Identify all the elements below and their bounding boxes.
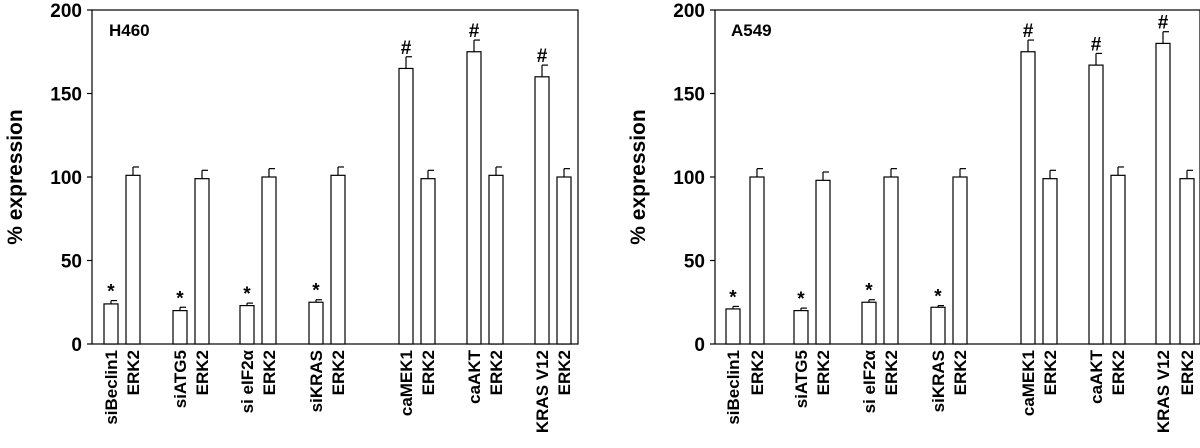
significance-mark: * xyxy=(865,281,873,302)
bar xyxy=(1088,64,1104,345)
x-tick-label: caMEK1 xyxy=(1019,350,1038,416)
bar xyxy=(308,301,324,345)
significance-mark: * xyxy=(729,287,737,308)
bar xyxy=(556,176,572,345)
y-tick-label: 100 xyxy=(673,168,705,189)
significance-mark: * xyxy=(107,282,115,303)
y-tick-label: 200 xyxy=(673,1,705,22)
bar xyxy=(398,67,414,345)
significance-mark: # xyxy=(469,21,480,42)
significance-mark: # xyxy=(1091,34,1102,55)
x-tick-label: siBeclin1 xyxy=(724,350,743,425)
bar xyxy=(930,306,946,345)
x-tick-label: si eIF2α xyxy=(238,349,257,413)
x-tick-label: siKRAS xyxy=(307,350,326,412)
x-tick-label: ERK2 xyxy=(555,350,574,395)
bar xyxy=(125,174,141,345)
x-tick-label: KRAS V12 xyxy=(1154,350,1173,433)
x-tick-label: caAKT xyxy=(465,349,484,403)
bar xyxy=(1179,178,1195,345)
x-tick-label: ERK2 xyxy=(124,350,143,395)
significance-mark: # xyxy=(401,38,412,59)
x-tick-label: ERK2 xyxy=(951,350,970,395)
bar xyxy=(952,176,968,345)
y-tick-label: 0 xyxy=(71,335,82,356)
bar xyxy=(261,176,277,345)
y-tick-label: 50 xyxy=(684,252,705,273)
bar xyxy=(749,176,765,345)
significance-mark: # xyxy=(537,46,548,67)
x-tick-label: ERK2 xyxy=(814,350,833,395)
x-tick-label: siBeclin1 xyxy=(102,350,121,425)
y-tick-label: 0 xyxy=(694,335,705,356)
significance-mark: * xyxy=(243,284,251,305)
x-tick-label: ERK2 xyxy=(1178,350,1197,395)
y-axis-label: % expression xyxy=(4,109,27,244)
significance-mark: * xyxy=(934,287,942,308)
significance-mark: * xyxy=(797,289,805,310)
x-tick-label: caAKT xyxy=(1087,349,1106,403)
x-tick-label: ERK2 xyxy=(419,350,438,395)
bar xyxy=(725,308,741,345)
panel-label: A549 xyxy=(731,21,772,40)
chart-panel-2: 0 50 100 150 200 % expression A549 * siBeclin1 ER… xyxy=(627,1,1200,433)
bar xyxy=(466,51,482,345)
bar xyxy=(103,303,119,345)
significance-mark: # xyxy=(1023,21,1034,42)
bar xyxy=(793,310,809,345)
significance-mark: * xyxy=(312,281,320,302)
x-tick-label: si eIF2α xyxy=(860,349,879,413)
x-tick-label: siATG5 xyxy=(171,350,190,408)
bar xyxy=(815,179,831,345)
bar xyxy=(1110,174,1126,345)
x-tick-label: caMEK1 xyxy=(397,350,416,416)
x-tick-label: ERK2 xyxy=(882,350,901,395)
x-tick-label: ERK2 xyxy=(487,350,506,395)
x-tick-label: KRAS V12 xyxy=(533,350,552,433)
x-tick-label: ERK2 xyxy=(260,350,279,395)
bar xyxy=(488,174,504,345)
significance-mark: * xyxy=(176,288,184,309)
y-tick-label: 150 xyxy=(50,85,82,106)
y-tick-label: 100 xyxy=(50,168,82,189)
x-tick-label: siATG5 xyxy=(792,350,811,408)
bar xyxy=(172,310,188,345)
bar xyxy=(861,301,877,345)
y-axis-label: % expression xyxy=(627,109,650,244)
x-tick-label: ERK2 xyxy=(748,350,767,395)
x-tick-label: siKRAS xyxy=(929,350,948,412)
y-tick-label: 200 xyxy=(50,1,82,22)
x-tick-label: ERK2 xyxy=(193,350,212,395)
bar xyxy=(534,76,550,345)
bar xyxy=(420,178,436,345)
x-tick-label: ERK2 xyxy=(1109,350,1128,395)
x-tick-label: ERK2 xyxy=(1041,350,1060,395)
x-tick-label: ERK2 xyxy=(329,350,348,395)
bar xyxy=(1042,178,1058,345)
bar xyxy=(883,176,899,345)
significance-mark: # xyxy=(1158,13,1169,34)
panel-label: H460 xyxy=(109,21,150,40)
bar xyxy=(1155,42,1171,345)
bar xyxy=(194,178,210,345)
y-tick-label: 50 xyxy=(61,252,82,273)
y-tick-label: 150 xyxy=(673,85,705,106)
bar xyxy=(330,174,346,345)
bar xyxy=(239,304,255,345)
bar xyxy=(1020,51,1036,345)
